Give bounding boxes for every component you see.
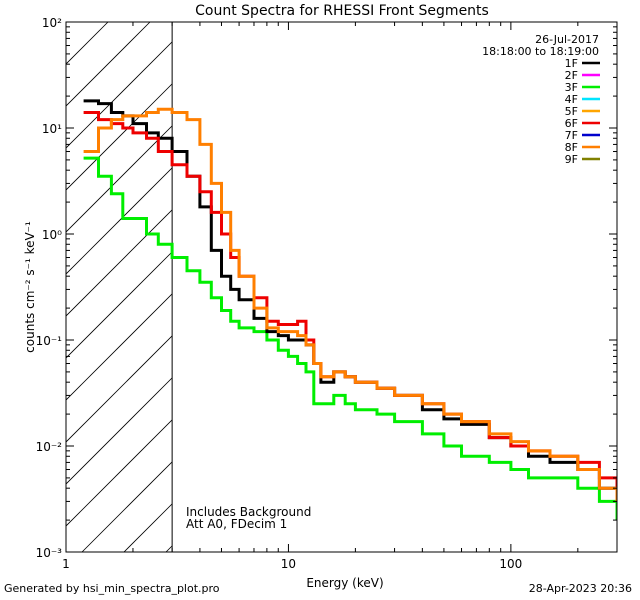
legend-label: 6F <box>565 117 578 130</box>
axis-ticks: 10⁻³ 10⁻² 10⁻¹ 10⁰ 10¹ 10² 1 10 100 <box>36 16 618 571</box>
annotation-attenuator: Att A0, FDecim 1 <box>186 517 287 531</box>
legend-label: 7F <box>565 129 578 142</box>
footer-timestamp: 28-Apr-2023 20:36 <box>528 582 632 595</box>
y-tick-label: 10¹ <box>42 122 62 136</box>
y-tick-label: 10⁻³ <box>36 546 63 560</box>
plot-frame <box>65 21 618 553</box>
annotation-background: Includes Background <box>186 505 311 519</box>
time-range-label: 18:18:00 to 18:19:00 <box>482 45 599 58</box>
x-tick-label: 10 <box>281 557 296 571</box>
y-tick-label: 10⁻² <box>36 440 63 454</box>
y-tick-label: 10² <box>42 16 62 30</box>
series-layer <box>83 99 617 521</box>
y-tick-label: 10⁻¹ <box>36 334 63 348</box>
legend-label: 1F <box>565 57 578 70</box>
date-label: 26-Jul-2017 <box>535 33 599 46</box>
footer-generated-by: Generated by hsi_min_spectra_plot.pro <box>4 582 220 595</box>
legend-label: 4F <box>565 93 578 106</box>
series-3F-line <box>83 156 617 521</box>
y-tick-label: 10⁰ <box>42 228 62 242</box>
series-6F-line <box>83 111 617 502</box>
legend-label: 3F <box>565 81 578 94</box>
x-tick-label: 1 <box>62 557 70 571</box>
legend-label: 9F <box>565 153 578 166</box>
legend-label: 5F <box>565 105 578 118</box>
hatch-line <box>66 22 235 191</box>
x-axis-label: Energy (keV) <box>306 576 383 590</box>
y-axis-label: counts cm⁻² s⁻¹ keV⁻¹ <box>23 221 37 353</box>
x-tick-label: 100 <box>499 557 522 571</box>
legend-label: 2F <box>565 69 578 82</box>
hatch-line <box>66 22 193 149</box>
legend-label: 8F <box>565 141 578 154</box>
hatch-mask <box>172 22 617 552</box>
chart-title: Count Spectra for RHESSI Front Segments <box>195 3 489 19</box>
excluded-energy-hatch <box>66 22 617 552</box>
series-8F-line <box>83 107 617 502</box>
